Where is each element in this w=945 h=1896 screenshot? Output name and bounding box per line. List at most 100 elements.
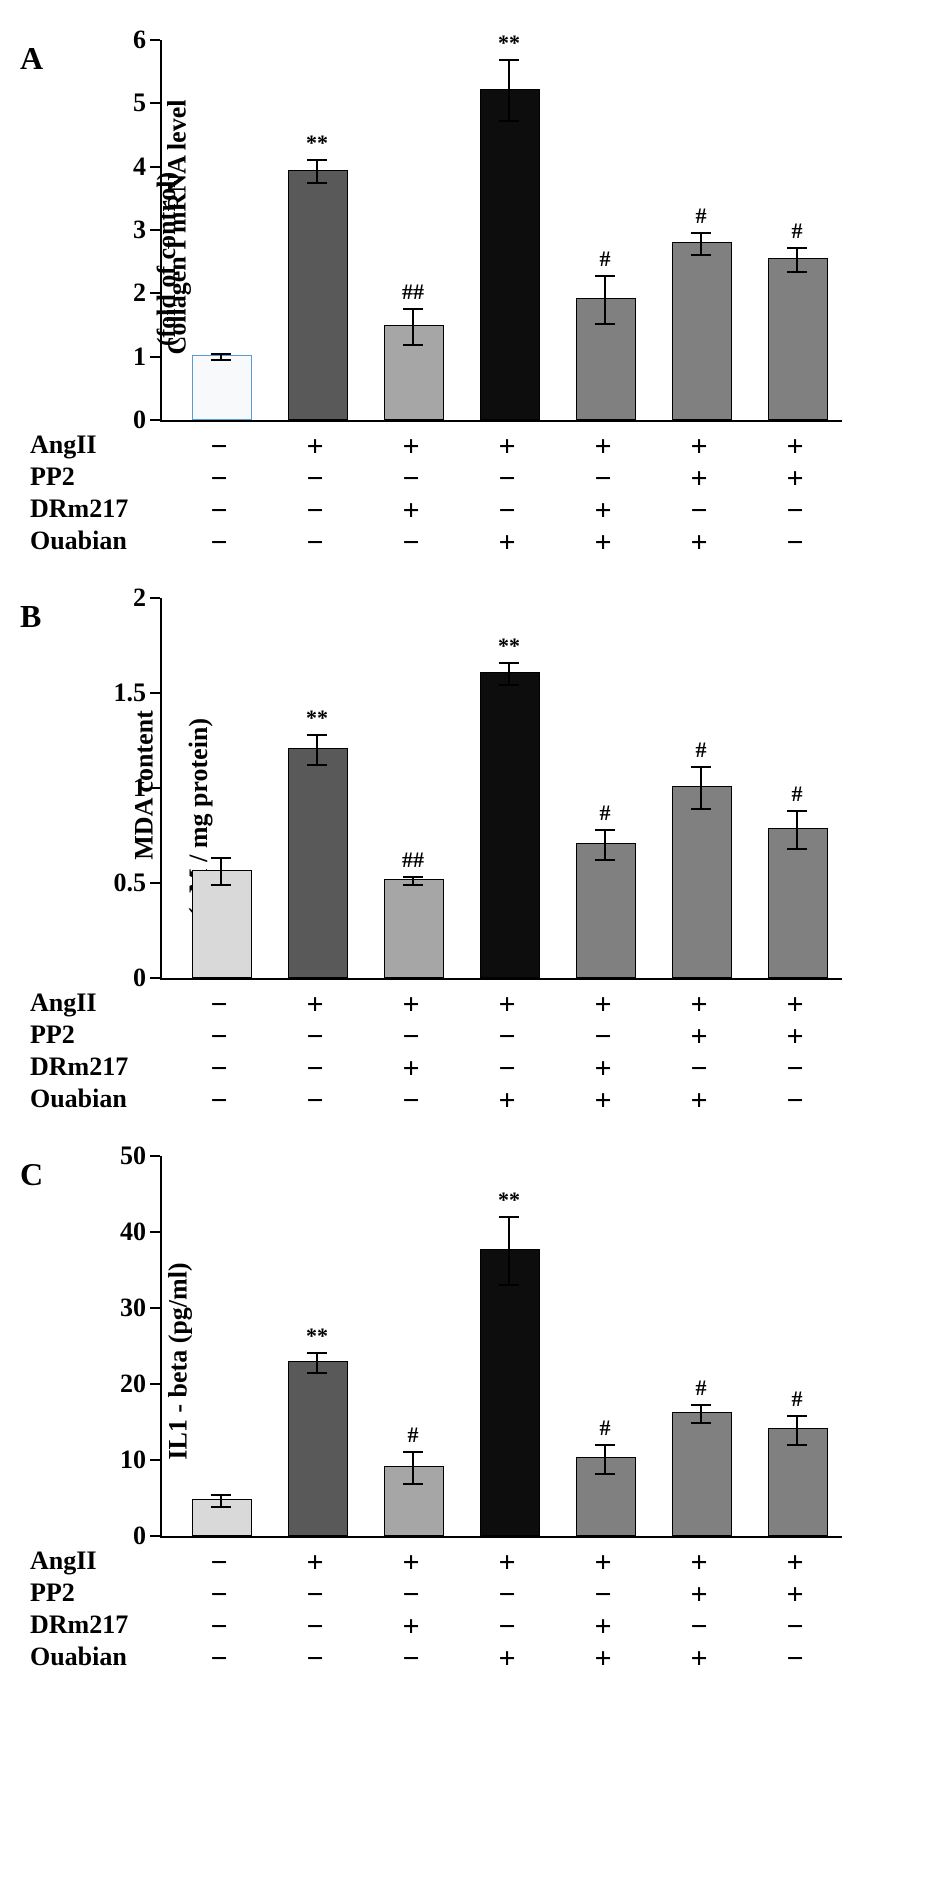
treatment-cell: − [498, 1610, 515, 1644]
error-cap-bottom [211, 884, 231, 886]
bar [480, 1249, 540, 1536]
y-tick [150, 229, 160, 231]
significance-marker: # [600, 246, 611, 272]
error-cap-top [403, 308, 423, 310]
panel-B: BMDA content(nM / mg protein)00.511.52**… [20, 598, 945, 1116]
error-bar [700, 1405, 702, 1423]
error-cap-top [211, 353, 231, 355]
error-cap-top [307, 159, 327, 161]
treatment-cell: − [498, 494, 515, 528]
y-tick [150, 39, 160, 41]
treatment-cell: − [306, 494, 323, 528]
error-cap-bottom [307, 1372, 327, 1374]
error-cap-top [595, 275, 615, 277]
treatment-cell: + [498, 1546, 515, 1580]
treatment-cell: − [786, 1052, 803, 1086]
y-tick [150, 292, 160, 294]
treatment-row: PP2−−−−−++ [160, 1020, 945, 1052]
treatment-row: PP2−−−−−++ [160, 1578, 945, 1610]
treatment-cell: − [306, 1642, 323, 1676]
significance-marker: ** [306, 1323, 328, 1349]
plot: 01020304050**#**### [160, 1156, 842, 1538]
treatment-cell: − [306, 1020, 323, 1054]
treatment-cell: − [210, 1084, 227, 1118]
bar [768, 828, 828, 978]
treatment-label: Ouabian [30, 1084, 160, 1114]
treatment-row: AngII−++++++ [160, 988, 945, 1020]
error-cap-top [403, 1451, 423, 1453]
treatment-cell: + [594, 1084, 611, 1118]
treatment-cell: + [786, 988, 803, 1022]
treatment-cell: + [498, 988, 515, 1022]
treatment-cell: + [594, 1546, 611, 1580]
y-tick-label: 10 [120, 1445, 146, 1475]
treatment-cell: + [594, 1052, 611, 1086]
error-cap-top [787, 1415, 807, 1417]
significance-marker: ## [402, 279, 424, 305]
y-tick [150, 419, 160, 421]
bar [384, 879, 444, 978]
bar [768, 258, 828, 420]
significance-marker: ** [498, 1187, 520, 1213]
error-cap-bottom [691, 1422, 711, 1424]
treatment-cell: − [402, 526, 419, 560]
treatment-row: AngII−++++++ [160, 430, 945, 462]
treatment-label: Ouabian [30, 1642, 160, 1672]
y-tick [150, 1459, 160, 1461]
y-tick [150, 102, 160, 104]
error-cap-bottom [403, 344, 423, 346]
treatment-row: Ouabian−−−+++− [160, 1084, 945, 1116]
treatment-cell: − [786, 1084, 803, 1118]
treatment-cell: + [594, 526, 611, 560]
treatment-cell: − [498, 1052, 515, 1086]
treatment-cell: − [306, 462, 323, 496]
treatment-cell: + [498, 430, 515, 464]
y-tick-label: 2 [133, 583, 146, 613]
treatment-cell: + [690, 1084, 707, 1118]
significance-marker: # [696, 203, 707, 229]
treatment-cell: + [690, 526, 707, 560]
bar [480, 672, 540, 978]
treatment-cell: + [786, 1020, 803, 1054]
y-tick-label: 1 [133, 773, 146, 803]
treatment-cell: − [210, 494, 227, 528]
y-tick [150, 977, 160, 979]
error-bar [316, 160, 318, 183]
bar [672, 1412, 732, 1536]
significance-marker: ** [498, 633, 520, 659]
y-tick [150, 692, 160, 694]
bar [288, 1361, 348, 1536]
error-cap-top [499, 1216, 519, 1218]
error-cap-bottom [499, 684, 519, 686]
treatment-cell: − [594, 462, 611, 496]
treatment-cell: − [306, 1578, 323, 1612]
treatment-cell: + [690, 462, 707, 496]
error-cap-bottom [787, 1444, 807, 1446]
y-tick [150, 597, 160, 599]
y-tick [150, 166, 160, 168]
treatment-table: AngII−++++++PP2−−−−−++DRm217−−+−+−−Ouabi… [160, 430, 945, 558]
bar [576, 298, 636, 420]
treatment-cell: − [498, 1578, 515, 1612]
bar [672, 786, 732, 978]
treatment-cell: − [402, 1578, 419, 1612]
y-tick-label: 5 [133, 88, 146, 118]
significance-marker: ** [498, 30, 520, 56]
treatment-cell: − [594, 1020, 611, 1054]
error-bar [796, 1416, 798, 1445]
treatment-row: DRm217−−+−+−− [160, 1052, 945, 1084]
treatment-cell: − [690, 1610, 707, 1644]
error-cap-bottom [211, 1506, 231, 1508]
y-tick-label: 4 [133, 152, 146, 182]
treatment-label: DRm217 [30, 494, 160, 524]
significance-marker: ** [306, 130, 328, 156]
error-cap-bottom [499, 1284, 519, 1286]
treatment-cell: + [786, 462, 803, 496]
error-cap-bottom [307, 182, 327, 184]
error-bar [604, 1445, 606, 1474]
treatment-cell: + [402, 1052, 419, 1086]
treatment-cell: − [402, 462, 419, 496]
chart-area: MDA content(nM / mg protein)00.511.52**#… [160, 598, 945, 980]
y-tick-label: 20 [120, 1369, 146, 1399]
y-tick [150, 1383, 160, 1385]
